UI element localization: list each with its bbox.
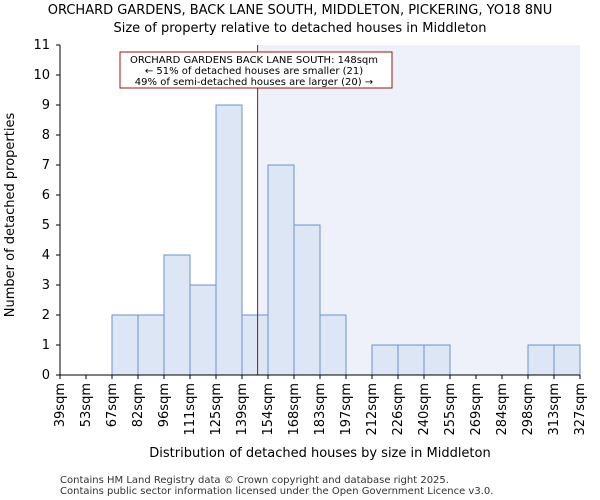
x-tick-label-82sqm: 82sqm	[131, 383, 146, 427]
y-tick-label-2: 2	[42, 308, 50, 323]
chart-title-line2: Size of property relative to detached ho…	[113, 21, 486, 36]
x-tick-label-269sqm: 269sqm	[469, 383, 484, 436]
x-tick-label-111sqm: 111sqm	[183, 383, 198, 436]
x-tick-label-96sqm: 96sqm	[157, 383, 172, 427]
y-tick-label-8: 8	[42, 128, 50, 143]
x-tick-label-327sqm: 327sqm	[573, 383, 588, 436]
x-tick-label-284sqm: 284sqm	[495, 383, 510, 436]
bars-group	[111, 104, 581, 376]
chart-title-line1: ORCHARD GARDENS, BACK LANE SOUTH, MIDDLE…	[48, 3, 553, 18]
x-axis-label: Distribution of detached houses by size …	[149, 446, 490, 461]
annotation-line2: ← 51% of detached houses are smaller (21…	[145, 66, 363, 77]
y-tick-label-4: 4	[42, 248, 50, 263]
y-tick-label-5: 5	[42, 218, 50, 233]
x-tick-label-240sqm: 240sqm	[417, 383, 432, 436]
y-tick-label-0: 0	[42, 368, 50, 383]
x-tick-labels: 39sqm 53sqm 67sqm 82sqm 96sqm 111sqm 125sqm 139…	[53, 375, 588, 436]
y-tick-label-10: 10	[33, 68, 50, 83]
x-tick-label-139sqm: 139sqm	[235, 383, 250, 436]
x-tick-label-168sqm: 168sqm	[287, 383, 302, 436]
x-tick-label-255sqm: 255sqm	[443, 383, 458, 436]
y-tick-label-3: 3	[42, 278, 50, 293]
y-tick-label-1: 1	[42, 338, 50, 353]
x-tick-label-154sqm: 154sqm	[261, 383, 276, 436]
bar-313sqm	[553, 344, 581, 376]
bar-96sqm	[163, 254, 191, 376]
annotation-line1: ORCHARD GARDENS BACK LANE SOUTH: 148sqm	[130, 55, 378, 66]
x-tick-label-183sqm: 183sqm	[313, 383, 328, 436]
bar-125sqm	[215, 104, 243, 376]
y-tick-label-7: 7	[42, 158, 50, 173]
x-tick-label-67sqm: 67sqm	[105, 383, 120, 427]
x-tick-label-212sqm: 212sqm	[365, 383, 380, 436]
bar-226sqm	[397, 344, 425, 376]
y-tick-label-9: 9	[42, 98, 50, 113]
footer-line1: Contains HM Land Registry data © Crown c…	[60, 475, 449, 486]
x-tick-label-226sqm: 226sqm	[391, 383, 406, 436]
footer-line2: Contains public sector information licen…	[60, 486, 493, 497]
x-tick-label-313sqm: 313sqm	[547, 383, 562, 436]
annotation-box: ORCHARD GARDENS BACK LANE SOUTH: 148sqm …	[119, 51, 393, 89]
bar-139sqm	[241, 314, 269, 376]
y-tick-label-11: 11	[33, 38, 50, 53]
x-tick-label-298sqm: 298sqm	[521, 383, 536, 436]
x-tick-label-39sqm: 39sqm	[53, 383, 68, 427]
bar-183sqm	[319, 314, 347, 376]
bar-168sqm	[293, 224, 321, 376]
bar-212sqm	[371, 344, 399, 376]
y-tick-labels: 0 1 2 3 4 5 6 7 8 9 10 11	[33, 38, 60, 383]
bar-298sqm	[527, 344, 555, 376]
bar-82sqm	[137, 314, 165, 376]
y-tick-label-6: 6	[42, 188, 50, 203]
x-tick-label-53sqm: 53sqm	[79, 383, 94, 427]
bar-154sqm	[267, 164, 295, 376]
bar-240sqm	[423, 344, 451, 376]
annotation-line3: 49% of semi-detached houses are larger (…	[135, 77, 373, 88]
x-tick-label-197sqm: 197sqm	[339, 383, 354, 436]
x-tick-label-125sqm: 125sqm	[209, 383, 224, 436]
bar-111sqm	[189, 284, 217, 376]
bar-67sqm	[111, 314, 139, 376]
y-axis-label: Number of detached properties	[3, 113, 18, 318]
